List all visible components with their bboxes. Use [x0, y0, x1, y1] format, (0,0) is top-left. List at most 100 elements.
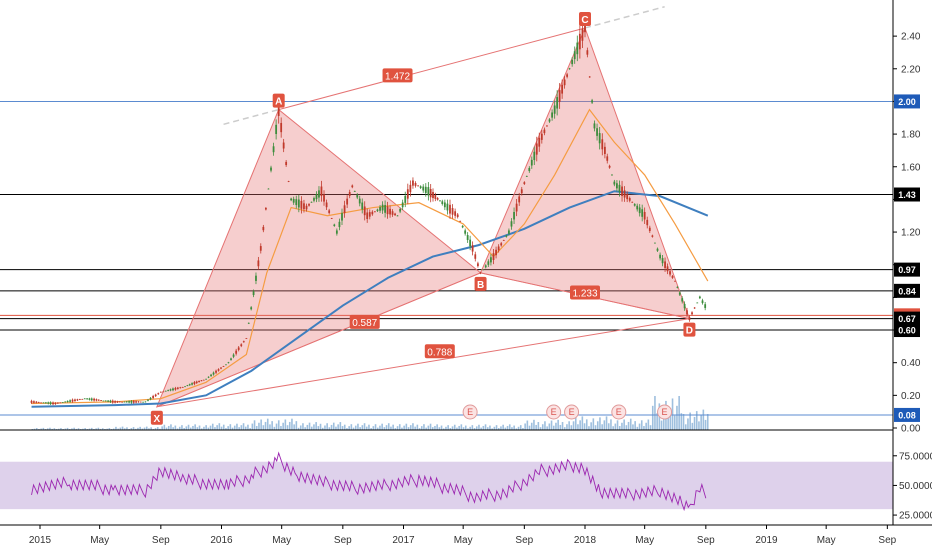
price-candle	[227, 362, 230, 364]
price-candle	[255, 275, 257, 281]
volume-bar	[480, 427, 482, 430]
price-candle	[78, 399, 81, 400]
price-candle	[648, 227, 651, 231]
price-candle	[466, 235, 469, 240]
volume-bar	[640, 420, 643, 430]
volume-bar	[458, 425, 460, 430]
price-candle	[330, 218, 333, 220]
volume-bar	[689, 412, 691, 430]
volume-bar	[574, 417, 577, 430]
pattern-triangle-bcd	[479, 26, 691, 320]
volume-bar	[434, 425, 436, 430]
volume-bar	[539, 427, 542, 430]
volume-bar	[695, 411, 698, 430]
volume-bar	[187, 424, 190, 430]
level-badge-label: 0.67	[898, 314, 916, 324]
price-candle	[351, 185, 354, 188]
price-candle	[325, 202, 328, 208]
volume-bar	[328, 427, 331, 430]
volume-bar	[607, 423, 610, 430]
volume-bar	[460, 424, 463, 430]
price-candle	[202, 379, 205, 381]
ratio-label: 1.472	[385, 71, 410, 82]
price-candle	[123, 401, 126, 403]
volume-bar	[154, 428, 157, 430]
price-candle	[188, 384, 191, 386]
price-candle	[159, 391, 162, 393]
price-candle	[626, 194, 629, 200]
volume-bar	[365, 426, 368, 430]
volume-bar	[222, 424, 225, 430]
time-tick-label: May	[817, 535, 836, 546]
price-candle	[581, 28, 584, 41]
volume-bar	[297, 427, 300, 430]
price-candle	[518, 196, 521, 203]
volume-bar	[698, 421, 700, 430]
volume-bar	[431, 427, 434, 430]
volume-bar	[266, 418, 269, 430]
ma-slow-line	[31, 190, 709, 408]
price-tick-label: 2.40	[901, 32, 921, 43]
volume-bar	[317, 426, 320, 430]
price-candle	[217, 369, 220, 371]
volume-bar	[251, 423, 254, 430]
price-candle	[578, 33, 581, 50]
price-candle	[333, 224, 336, 226]
price-candle	[449, 204, 451, 214]
rsi-tick-label: 25.0000	[899, 511, 932, 522]
volume-bar	[596, 421, 599, 430]
level-badge	[894, 262, 920, 277]
volume-bar	[71, 428, 73, 430]
volume-bar	[359, 427, 361, 430]
volume-bar	[90, 427, 93, 430]
price-candle	[525, 175, 528, 177]
volume-bar	[321, 427, 324, 430]
price-candle	[631, 201, 634, 203]
price-tick-label: 1.60	[901, 162, 921, 173]
volume-bar	[192, 425, 194, 430]
volume-bar	[484, 424, 487, 430]
price-candle	[439, 200, 441, 202]
level-badge-label: 1.43	[898, 190, 916, 200]
price-candle	[313, 198, 315, 201]
volume-bar	[436, 424, 438, 430]
price-candle	[487, 261, 490, 265]
price-candle	[191, 383, 193, 385]
volume-bar	[581, 416, 584, 430]
volume-bar	[273, 426, 276, 430]
volume-bar	[401, 427, 403, 430]
volume-bar	[451, 426, 454, 430]
price-candle	[691, 312, 693, 315]
price-candle	[683, 303, 686, 309]
price-candle	[406, 189, 409, 199]
volume-bar	[306, 424, 309, 430]
volume-bar	[143, 427, 146, 430]
price-candle	[290, 198, 293, 201]
price-candle	[379, 207, 381, 211]
volume-bar	[178, 426, 181, 430]
volume-bar	[629, 418, 632, 430]
price-candle	[671, 276, 674, 278]
volume-bar	[341, 426, 344, 430]
price-candle	[386, 206, 389, 215]
volume-bar	[464, 425, 467, 430]
price-candle	[186, 385, 189, 387]
volume-bar	[335, 426, 337, 430]
volume-bar	[702, 409, 705, 430]
volume-bar	[231, 427, 234, 430]
price-candle	[303, 203, 305, 210]
volume-bar	[284, 419, 287, 430]
volume-bar	[469, 426, 471, 430]
volume-bar	[101, 428, 104, 430]
price-candle	[454, 211, 457, 216]
volume-bar	[324, 425, 326, 430]
volume-bar	[546, 426, 548, 430]
price-candle	[215, 370, 217, 373]
price-candle	[250, 307, 253, 310]
volume-bar	[220, 426, 223, 430]
pattern-point-label: D	[686, 326, 693, 337]
price-candle	[147, 399, 149, 401]
volume-bar	[203, 426, 205, 430]
volume-bar	[354, 425, 357, 430]
